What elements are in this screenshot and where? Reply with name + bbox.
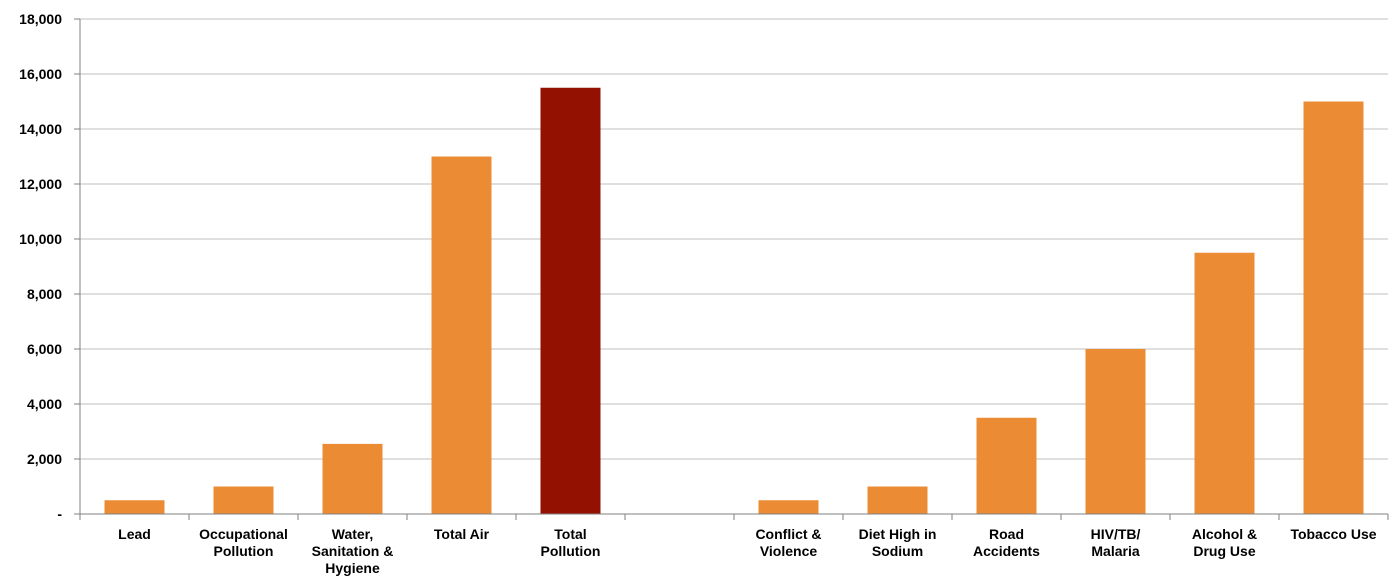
bar	[213, 486, 274, 514]
x-category-label: Total Air	[434, 526, 490, 542]
y-tick-label: 2,000	[27, 451, 62, 467]
bar	[1194, 252, 1255, 514]
x-category-label: Accidents	[973, 543, 1040, 559]
y-tick-label: -	[57, 506, 62, 522]
bar	[322, 443, 383, 514]
y-tick-label: 18,000	[19, 11, 62, 27]
x-category-label: Total	[554, 526, 586, 542]
bar	[1085, 349, 1146, 514]
y-tick-label: 4,000	[27, 396, 62, 412]
x-axis-labels: Lead OccupationalPollutionWater,Sanitatio…	[118, 526, 1377, 576]
x-category-label: Violence	[760, 543, 818, 559]
x-category-label: Drug Use	[1193, 543, 1255, 559]
x-category-label: Hygiene	[325, 560, 380, 576]
x-category-label: Tobacco Use	[1290, 526, 1376, 542]
bars	[104, 87, 1364, 514]
bar	[431, 156, 492, 514]
bar	[976, 417, 1037, 514]
bar	[758, 500, 819, 514]
x-category-label: Diet High in	[859, 526, 937, 542]
x-category-label: HIV/TB/	[1091, 526, 1141, 542]
bar	[104, 500, 165, 514]
y-axis-ticks: - 2,000 4,000 6,000 8,000 10,000 12,000 14,000 1…	[19, 11, 62, 522]
x-category-label: Pollution	[541, 543, 601, 559]
bar	[540, 87, 601, 514]
y-tick-label: 6,000	[27, 341, 62, 357]
axes	[74, 18, 1389, 520]
x-category-label: Malaria	[1091, 543, 1139, 559]
y-tick-label: 14,000	[19, 121, 62, 137]
x-category-label: Water,	[332, 526, 374, 542]
y-tick-label: 12,000	[19, 176, 62, 192]
x-category-label: Sodium	[872, 543, 923, 559]
x-category-label: Alcohol &	[1192, 526, 1257, 542]
bar	[867, 486, 928, 514]
y-tick-label: 10,000	[19, 231, 62, 247]
x-category-label: Sanitation &	[312, 543, 394, 559]
y-tick-label: 16,000	[19, 66, 62, 82]
gridlines	[80, 18, 1388, 460]
x-category-label: Conflict &	[755, 526, 821, 542]
bar	[1303, 101, 1364, 514]
x-category-label: Road	[989, 526, 1024, 542]
y-tick-label: 8,000	[27, 286, 62, 302]
x-category-label: Occupational	[199, 526, 288, 542]
x-category-label: Pollution	[214, 543, 274, 559]
x-category-label: Lead	[118, 526, 151, 542]
